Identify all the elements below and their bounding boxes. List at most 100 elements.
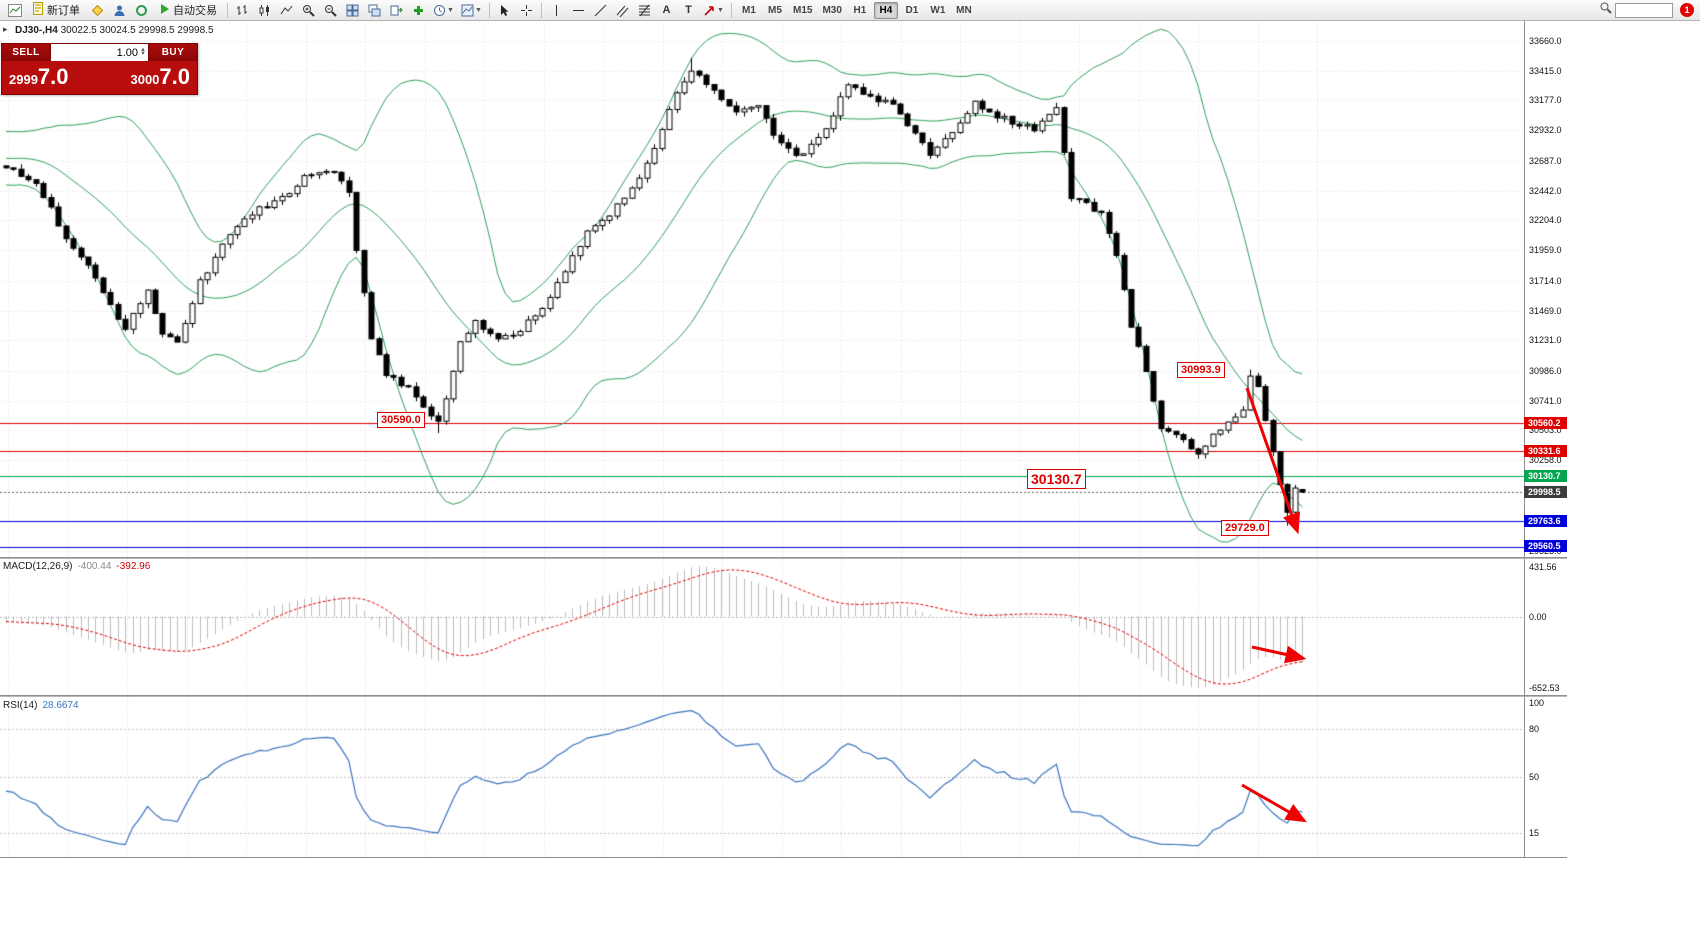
price-annotation: 29729.0 [1221,520,1269,537]
timeframe-h4-button[interactable]: H4 [873,1,898,19]
timeframe-m15-button[interactable]: M15 [793,4,813,16]
data-center-icon[interactable] [131,1,152,19]
trendline-tool-icon[interactable] [590,1,611,19]
label-tool-icon[interactable]: T [685,4,692,16]
text-tool-icon[interactable]: A [662,4,671,16]
search-area [1599,1,1673,19]
price-axis-label: 30503.0 [1529,425,1562,436]
price-annotation: 30590.0 [377,412,425,429]
price-axis-label: 30258.0 [1529,455,1562,466]
timeframe-w1-button[interactable]: W1 [930,4,946,16]
new-order-icon [32,2,44,18]
rsi-label: RSI(14) 28.6674 [3,700,79,711]
volume-stepper[interactable]: ▲ ▼ [140,47,146,57]
search-icon [1599,1,1612,19]
bar-chart-icon[interactable] [232,1,253,19]
timeframe-toolbar: M1 M5 M15 M30 H1 H4 D1 W1 MN [736,1,977,19]
timeframe-m5-button[interactable]: M5 [768,4,782,16]
volume-input[interactable]: 1.00 ▲ ▼ [50,44,149,61]
toolbar-separator [489,2,490,18]
macd-axis-label: -652.53 [1529,683,1560,693]
price-axis-label: 31231.0 [1529,335,1562,346]
sell-price[interactable]: 2999 7.0 [9,64,69,89]
price-axis[interactable] [1524,21,1567,857]
cascade-windows-icon[interactable] [364,1,385,19]
stepper-up-icon[interactable]: ▲ [140,47,146,54]
compass-icon[interactable] [87,1,108,19]
toolbar-separator [541,2,542,18]
buy-button[interactable]: BUY [149,44,197,61]
macd-axis-label: 0.00 [1529,611,1547,622]
panel-splitter[interactable] [0,557,1567,559]
chart-expand-icon[interactable]: ▸ [3,24,8,34]
price-annotation: 30993.9 [1177,362,1225,379]
autotrading-label: 自动交易 [173,5,217,17]
price-axis-label: 32932.0 [1529,125,1562,136]
rsi-panel-canvas[interactable] [0,697,1524,857]
price-axis-label: 30986.0 [1529,365,1562,376]
main-toolbar: 新订单 自动交易 ▼ ▼ A T ▼ M1 M5 M15 M30 H1 H4 D1 W1 MN … [0,0,1700,21]
price-axis-label: 30741.0 [1529,395,1562,406]
sell-button[interactable]: SELL [2,44,50,61]
new-chart-icon[interactable] [4,1,25,19]
timeframe-mn-button[interactable]: MN [956,4,972,16]
chart-ohlc-header: DJ30-,H4 30022.5 30024.5 29998.5 29998.5 [15,25,214,36]
price-marker-badge: 29998.5 [1524,485,1567,498]
price-marker-badge: 29763.6 [1524,514,1567,527]
price-axis-label: 31959.0 [1529,245,1562,256]
new-order-button[interactable]: 新订单 [26,1,86,19]
add-indicator-icon[interactable] [408,1,429,19]
rsi-axis-label: 50 [1529,772,1540,782]
timeframe-m1-button[interactable]: M1 [742,4,756,16]
crosshair-icon[interactable] [516,1,537,19]
timeframe-m30-button[interactable]: M30 [822,4,842,16]
price-axis-label: 32687.0 [1529,155,1562,166]
chart-window: ▸ DJ30-,H4 30022.5 30024.5 29998.5 29998… [0,21,1567,875]
chevron-down-icon: ▼ [447,6,454,14]
price-chart-canvas[interactable] [0,21,1524,557]
rsi-axis-label: 80 [1529,724,1540,734]
zoom-in-icon[interactable] [298,1,319,19]
symbol-name: DJ30-,H4 [15,25,58,36]
tile-windows-icon[interactable] [342,1,363,19]
timeframe-d1-button[interactable]: D1 [905,4,919,16]
price-annotation: 30130.7 [1027,469,1086,490]
symbol-search-input[interactable] [1615,2,1673,18]
panel-splitter[interactable] [0,695,1567,697]
price-axis-label: 32204.0 [1529,215,1562,226]
chevron-down-icon: ▼ [717,6,724,14]
stepper-down-icon[interactable]: ▼ [140,50,146,57]
price-marker-badge: 30331.6 [1524,444,1567,457]
vline-tool-icon[interactable] [546,1,567,19]
line-chart-icon[interactable] [276,1,297,19]
hline-tool-icon[interactable] [568,1,589,19]
price-axis-label: 31714.0 [1529,275,1562,286]
fibonacci-tool-icon[interactable] [634,1,655,19]
rsi-axis-label: 100 [1529,698,1545,708]
macd-axis-label: 431.56 [1529,562,1557,572]
template-icon[interactable]: ▼ [458,1,485,19]
zoom-out-icon[interactable] [320,1,341,19]
macd-label: MACD(12,26,9) -400.44 -392.96 [3,561,151,572]
profile-icon[interactable] [109,1,130,19]
ohlc-values: 30022.5 30024.5 29998.5 29998.5 [60,25,214,36]
periods-icon[interactable]: ▼ [430,1,457,19]
notification-badge[interactable]: 1 [1680,3,1694,17]
chevron-down-icon: ▼ [475,6,482,14]
buy-price[interactable]: 3000 7.0 [130,64,190,89]
toolbar-separator [731,2,732,18]
channel-tool-icon[interactable] [612,1,633,19]
price-axis-label: 33177.0 [1529,95,1562,106]
one-click-trading-panel: SELL 1.00 ▲ ▼ BUY 2999 7.0 3000 7.0 [1,43,198,95]
macd-panel-canvas[interactable] [0,559,1524,695]
toolbar-separator [227,2,228,18]
autotrading-play-icon [159,3,170,18]
autotrading-button[interactable]: 自动交易 [153,1,223,19]
cursor-icon[interactable] [494,1,515,19]
candlestick-chart-icon[interactable] [254,1,275,19]
arrange-icon[interactable] [386,1,407,19]
time-axis[interactable] [0,857,1567,875]
timeframe-h1-button[interactable]: H1 [853,4,867,16]
shapes-tool-icon[interactable]: ▼ [700,1,727,19]
price-marker-badge: 30560.2 [1524,416,1567,429]
